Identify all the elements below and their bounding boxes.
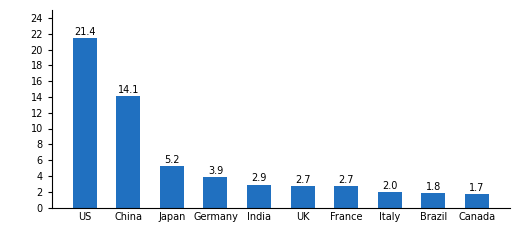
Text: 21.4: 21.4 [74,27,96,37]
Text: 2.7: 2.7 [295,175,310,185]
Text: 2.9: 2.9 [251,174,267,184]
Bar [291,186,315,208]
Bar [421,193,445,208]
Bar [334,186,358,208]
Bar [73,38,97,207]
Text: 3.9: 3.9 [208,166,223,175]
Bar [378,192,401,208]
Text: 5.2: 5.2 [164,155,179,165]
Text: 2.0: 2.0 [382,180,397,190]
Bar [116,96,140,208]
Text: 14.1: 14.1 [118,85,139,95]
Text: 1.7: 1.7 [469,183,485,193]
Bar [465,194,489,207]
Bar [247,184,271,208]
Text: 2.7: 2.7 [339,175,354,185]
Bar [160,166,184,207]
Text: 1.8: 1.8 [426,182,441,192]
Bar [203,177,227,208]
